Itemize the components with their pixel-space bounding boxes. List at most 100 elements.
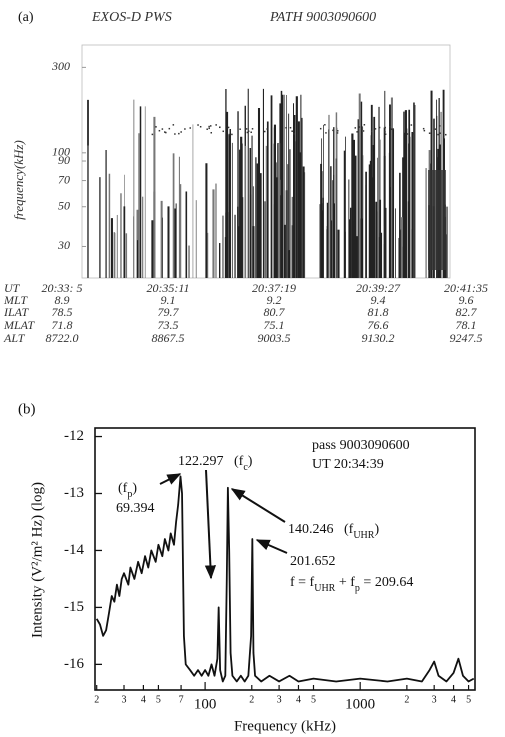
annotation-part: 140.246 bbox=[288, 522, 334, 537]
spectrogram-dot bbox=[374, 128, 377, 130]
panel-label: (a) bbox=[18, 10, 34, 25]
x-tick-label: 7 bbox=[179, 694, 184, 705]
spectrogram-dot bbox=[356, 131, 358, 133]
spectrogram-dot bbox=[247, 130, 250, 133]
annotation-part: (f bbox=[344, 522, 354, 537]
annotation: (fp) bbox=[118, 481, 137, 500]
spectrogram-dot bbox=[337, 130, 339, 132]
spectrogram-dot bbox=[289, 126, 292, 129]
spectrogram-dot bbox=[165, 131, 167, 134]
cell: 80.7 bbox=[264, 305, 286, 319]
annotation-part: UHR bbox=[353, 530, 374, 541]
spectrogram-dot bbox=[164, 131, 166, 133]
arrows bbox=[159, 469, 288, 580]
spectrogram-dot bbox=[161, 128, 164, 130]
spectrogram-dot bbox=[370, 130, 373, 133]
row-label: UT bbox=[4, 281, 21, 295]
spectrogram-dot bbox=[325, 132, 327, 134]
spectrogram-dot bbox=[378, 126, 381, 129]
spectrogram-dot bbox=[336, 132, 339, 134]
spectrogram-dot bbox=[291, 130, 293, 132]
spectrogram-dot bbox=[246, 131, 249, 134]
cell: 8722.0 bbox=[46, 331, 79, 345]
cell: 79.7 bbox=[158, 305, 180, 319]
x-tick-label: 3 bbox=[122, 694, 127, 705]
x-tick-label: 100 bbox=[194, 696, 217, 712]
spectrogram-dot bbox=[324, 124, 326, 126]
cell: 20:37:19 bbox=[252, 281, 296, 295]
spectrogram-dot bbox=[363, 124, 366, 126]
x-tick-label: 4 bbox=[451, 694, 456, 705]
spectrogram-dot bbox=[180, 131, 182, 133]
spectrogram-dot bbox=[285, 127, 287, 129]
x-tick-label: 1000 bbox=[345, 696, 375, 712]
annotation-part: (f bbox=[234, 454, 244, 469]
spectrogram-dot bbox=[155, 126, 157, 128]
spectrogram-dot bbox=[428, 132, 431, 134]
annotation-part: c bbox=[243, 462, 248, 473]
arrow bbox=[255, 539, 288, 554]
spectrogram-dot bbox=[174, 133, 176, 135]
spectrogram-dot bbox=[422, 127, 425, 130]
annotation-part: = 209.64 bbox=[360, 575, 413, 590]
annotation: pass 9003090600 bbox=[312, 438, 410, 453]
y-tick-label: -13 bbox=[64, 485, 84, 501]
cell: 20:35:11 bbox=[146, 281, 189, 295]
spectrogram-dot bbox=[208, 125, 210, 128]
spectrogram-dot bbox=[384, 126, 386, 129]
annotation-part: f = f bbox=[290, 575, 315, 590]
spectrogram-dot bbox=[293, 133, 295, 135]
title: PATH 9003090600 bbox=[269, 10, 376, 25]
spectrogram bbox=[87, 88, 449, 278]
spectrogram-dot bbox=[178, 132, 180, 135]
arrow bbox=[159, 473, 182, 485]
spectrogram-dot bbox=[423, 129, 426, 132]
x-tick-label: 5 bbox=[311, 694, 316, 705]
spectrogram-dot bbox=[215, 124, 217, 126]
spectrogram-dot bbox=[189, 127, 191, 129]
spectrogram-dot bbox=[389, 125, 391, 128]
annotation-part: ) bbox=[132, 481, 137, 496]
row-label: ALT bbox=[3, 331, 26, 345]
cell: 76.6 bbox=[368, 318, 389, 332]
annotation: 122.297 bbox=[178, 454, 224, 469]
spectrogram-dot bbox=[208, 127, 210, 130]
annotation-part: 69.394 bbox=[116, 501, 155, 516]
y-tick-label: 90 bbox=[58, 153, 70, 167]
spectrogram-dot bbox=[151, 133, 154, 136]
annotation-part: 122.297 bbox=[178, 454, 224, 469]
x-tick-label: 5 bbox=[156, 694, 161, 705]
cell: 8.9 bbox=[55, 293, 70, 307]
cell: 71.8 bbox=[52, 318, 73, 332]
annotation-part: pass 9003090600 bbox=[312, 438, 410, 453]
spectrogram-dot bbox=[251, 128, 254, 130]
x-tick-label: 3 bbox=[432, 694, 437, 705]
spectrogram-dot bbox=[184, 128, 186, 130]
annotation: (fUHR) bbox=[344, 522, 379, 541]
cell: 9.1 bbox=[161, 293, 176, 307]
spectrogram-dot bbox=[434, 128, 437, 130]
spectrogram-dot bbox=[209, 125, 212, 127]
spectrogram-dot bbox=[245, 128, 248, 130]
spectrogram-dot bbox=[168, 127, 171, 130]
cell: 20:41:35 bbox=[444, 281, 488, 295]
y-tick-label: -12 bbox=[64, 428, 84, 444]
y-tick-label: 70 bbox=[58, 172, 70, 186]
annotation-part: UT 20:34:39 bbox=[312, 457, 384, 472]
annotation-part: p bbox=[355, 583, 360, 594]
row-label: MLAT bbox=[3, 318, 36, 332]
spectrogram-dot bbox=[199, 125, 202, 128]
spectrogram-dot bbox=[231, 133, 233, 136]
cell: 73.5 bbox=[158, 318, 179, 332]
x-tick-label: 2 bbox=[404, 694, 409, 705]
annotation: 201.652 bbox=[290, 554, 336, 569]
annotation: 140.246 bbox=[288, 522, 334, 537]
cell: 82.7 bbox=[456, 305, 478, 319]
arrow bbox=[230, 488, 286, 523]
spectrogram-dot bbox=[362, 130, 365, 132]
spectrogram-dot bbox=[250, 131, 252, 134]
y-tick-label: 100 bbox=[52, 145, 70, 159]
x-tick-label: 5 bbox=[466, 694, 471, 705]
spectrogram-dot bbox=[390, 128, 393, 130]
